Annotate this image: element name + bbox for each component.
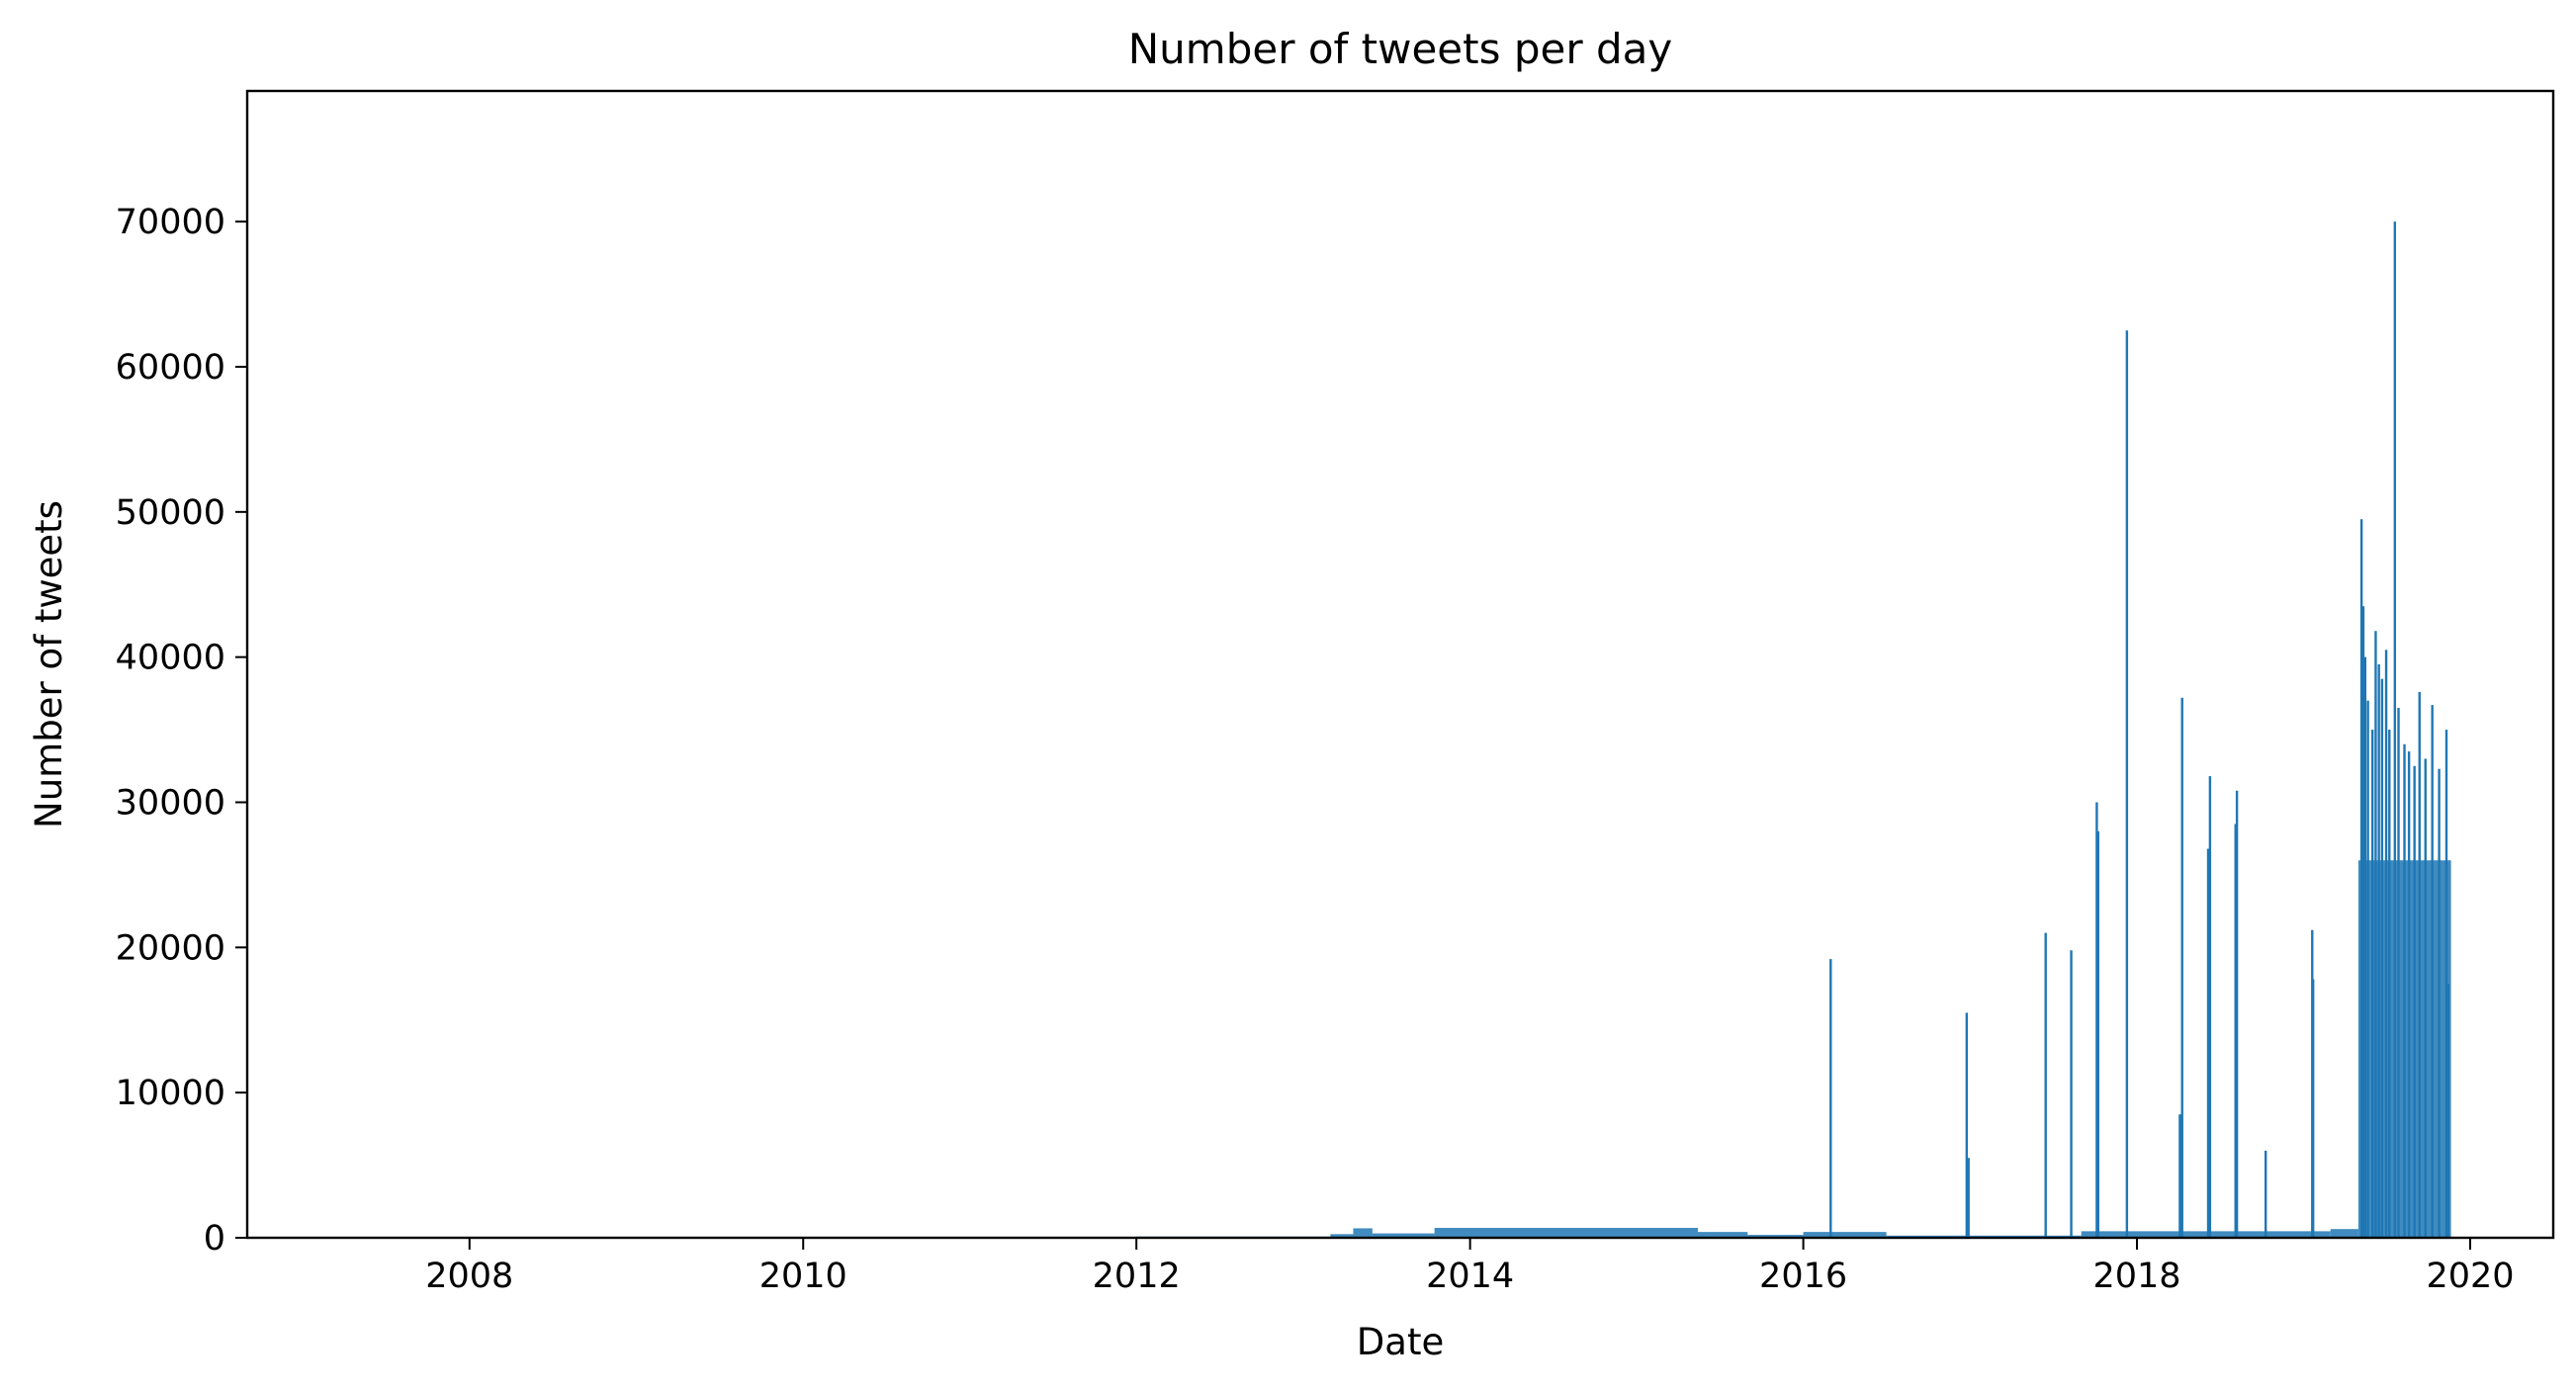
bar-spike — [2070, 950, 2073, 1238]
bar-spike — [2393, 221, 2397, 1239]
bar-segment — [2081, 1231, 2331, 1238]
bar-spike — [2366, 700, 2369, 1238]
bar-spike — [1965, 1012, 1969, 1238]
y-tick-label: 0 — [204, 1219, 225, 1259]
bar-segment — [1353, 1228, 1373, 1238]
bar-spike — [2418, 691, 2421, 1238]
bar-segment — [1803, 1232, 1887, 1238]
bar-spike — [2178, 1114, 2181, 1238]
bar-spike — [2384, 650, 2388, 1238]
plot-frame — [245, 89, 2555, 1240]
x-tick-label: 2008 — [425, 1257, 513, 1296]
bar-spike — [2397, 708, 2400, 1238]
bar-spike — [2044, 932, 2047, 1238]
y-tick-label: 70000 — [116, 203, 225, 242]
y-tick-label: 20000 — [116, 928, 225, 968]
y-tick-label: 60000 — [116, 348, 225, 388]
x-tick-label: 2010 — [759, 1257, 847, 1296]
bar-spike — [2444, 730, 2448, 1238]
bar-spike — [2407, 751, 2411, 1238]
bar-spike — [2446, 984, 2450, 1238]
bar-spike — [2234, 824, 2237, 1238]
bar-spike — [2377, 664, 2380, 1238]
bar-spike — [1967, 1158, 1970, 1238]
bar-spike — [2374, 631, 2377, 1238]
bar-spike — [2311, 979, 2315, 1238]
bar-spike — [2180, 697, 2183, 1238]
bar-spike — [2431, 705, 2434, 1238]
x-tick-label: 2018 — [2092, 1257, 2180, 1296]
y-tick-label: 30000 — [116, 783, 225, 823]
bar-spike — [2095, 802, 2098, 1238]
bar-spike — [2424, 758, 2427, 1238]
bar-segment — [1697, 1232, 1748, 1238]
bar-spike — [2235, 790, 2239, 1238]
bars-group — [1136, 221, 2451, 1239]
bar-spike — [2413, 765, 2416, 1238]
bar-spike — [2438, 768, 2441, 1238]
y-tick-label: 40000 — [116, 639, 225, 678]
bar-spike — [2380, 678, 2384, 1238]
bar-segment — [1747, 1235, 1804, 1238]
x-tick-label: 2016 — [1759, 1257, 1847, 1296]
bar-spike — [2388, 730, 2391, 1238]
bar-spike — [2264, 1150, 2267, 1238]
bar-spike — [2371, 730, 2374, 1238]
y-axis-ticks: 0 10000 20000 30000 40000 50000 60000 70000 — [116, 203, 247, 1259]
bar-spike — [2208, 776, 2212, 1238]
bar-spike — [2125, 330, 2129, 1239]
bar-spike — [2096, 830, 2099, 1238]
bar-spike — [2206, 848, 2210, 1238]
bar-spike — [2403, 743, 2406, 1238]
chart-title: Number of tweets per day — [1128, 25, 1672, 73]
y-axis-label: Number of tweets — [28, 500, 70, 828]
bar-segment — [1330, 1234, 1354, 1238]
bar-segment — [1372, 1233, 1435, 1238]
x-axis-ticks: 2008 2010 2012 2014 2016 2018 2020 — [425, 1238, 2515, 1296]
bar-spike — [1829, 959, 1832, 1238]
bar-segment — [1434, 1228, 1698, 1238]
bar-spike — [2359, 519, 2363, 1238]
y-tick-label: 10000 — [116, 1074, 225, 1113]
x-tick-label: 2014 — [1426, 1257, 1514, 1296]
x-tick-label: 2012 — [1093, 1257, 1181, 1296]
bar-spike — [2361, 606, 2365, 1238]
x-axis-label: Date — [1357, 1321, 1444, 1363]
bar-segment — [2330, 1229, 2358, 1238]
x-tick-label: 2020 — [2426, 1257, 2514, 1296]
bar-spike — [2363, 656, 2367, 1238]
y-tick-label: 50000 — [116, 493, 225, 533]
